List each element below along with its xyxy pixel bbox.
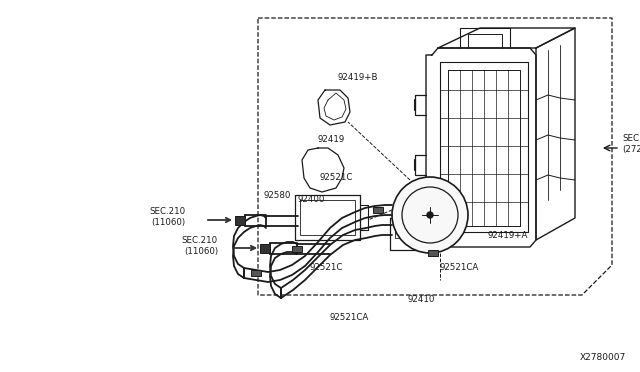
Bar bbox=[292, 246, 302, 252]
Text: X2780007: X2780007 bbox=[580, 353, 627, 362]
Text: SEC.270
(27210): SEC.270 (27210) bbox=[622, 134, 640, 154]
Text: SEC.210
(11060): SEC.210 (11060) bbox=[149, 207, 185, 227]
Text: 92521CA: 92521CA bbox=[440, 263, 479, 273]
Text: 92521CA: 92521CA bbox=[330, 314, 369, 323]
Text: 92419: 92419 bbox=[318, 135, 345, 144]
Bar bbox=[260, 244, 270, 253]
Text: 92400: 92400 bbox=[298, 196, 325, 205]
Text: SEC.210
(11060): SEC.210 (11060) bbox=[182, 236, 218, 256]
Text: 92521C: 92521C bbox=[310, 263, 344, 273]
Text: 92410: 92410 bbox=[408, 295, 435, 305]
Circle shape bbox=[392, 177, 468, 253]
Bar bbox=[251, 270, 261, 276]
Text: 92419+B: 92419+B bbox=[338, 74, 378, 83]
Bar bbox=[428, 250, 438, 256]
Bar bbox=[235, 216, 245, 225]
Text: 92580: 92580 bbox=[263, 190, 291, 199]
Bar bbox=[373, 207, 383, 213]
Text: 92521C: 92521C bbox=[320, 173, 353, 183]
Text: 92419+A: 92419+A bbox=[487, 231, 527, 240]
Circle shape bbox=[427, 212, 433, 218]
